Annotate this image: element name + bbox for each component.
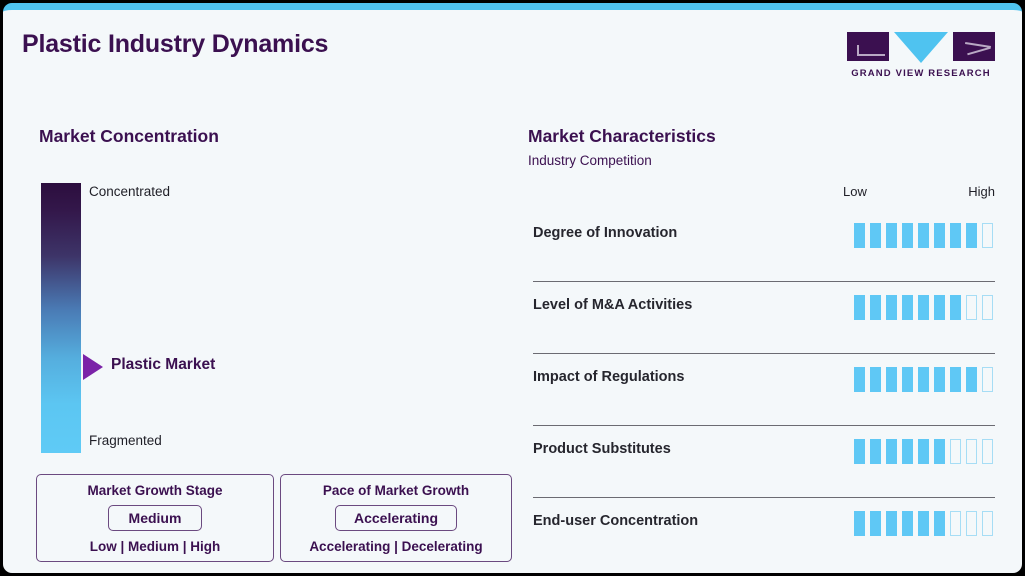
scale-low-label: Low (843, 184, 867, 199)
scale-labels: Low High (843, 184, 995, 199)
rating-tick-filled (918, 511, 929, 536)
grand-view-g-block-icon (847, 32, 889, 61)
dashboard-card: Plastic Industry Dynamics GRAND VIEW RES… (3, 3, 1022, 573)
characteristic-rating-bars (854, 223, 993, 248)
rating-tick-filled (854, 223, 865, 248)
rating-tick-empty (982, 295, 993, 320)
rating-tick-empty (982, 367, 993, 392)
characteristic-row: Product Substitutes (533, 426, 995, 498)
characteristic-label: Product Substitutes (533, 441, 671, 457)
rating-tick-filled (870, 223, 881, 248)
market-concentration-title: Market Concentration (39, 126, 219, 146)
grand-view-research-logo: GRAND VIEW RESEARCH (847, 32, 995, 79)
plastic-market-marker-icon (83, 353, 103, 380)
rating-tick-filled (886, 439, 897, 464)
rating-tick-filled (902, 295, 913, 320)
characteristic-label: Degree of Innovation (533, 225, 678, 241)
characteristic-row: Impact of Regulations (533, 354, 995, 426)
characteristic-rating-bars (854, 367, 993, 392)
rating-tick-filled (950, 295, 961, 320)
rating-tick-empty (950, 439, 961, 464)
rating-tick-empty (966, 511, 977, 536)
rating-tick-filled (934, 439, 945, 464)
rating-tick-filled (870, 367, 881, 392)
scale-high-label: High (968, 184, 995, 199)
rating-tick-empty (982, 439, 993, 464)
concentration-top-label: Concentrated (89, 184, 171, 199)
rating-tick-filled (902, 511, 913, 536)
logo-marks (847, 32, 995, 64)
rating-tick-filled (950, 223, 961, 248)
characteristic-label: Level of M&A Activities (533, 297, 693, 313)
concentration-bottom-label: Fragmented (89, 433, 162, 448)
concentration-gradient-bar (41, 183, 81, 453)
rating-tick-empty (966, 439, 977, 464)
rating-tick-filled (934, 367, 945, 392)
rating-tick-filled (918, 367, 929, 392)
r-slash (963, 41, 993, 56)
rating-tick-empty (982, 223, 993, 248)
rating-tick-filled (886, 223, 897, 248)
pace-of-market-growth-heading: Pace of Market Growth (322, 483, 470, 498)
rating-tick-empty (950, 511, 961, 536)
rating-tick-filled (918, 295, 929, 320)
market-growth-stage-heading: Market Growth Stage (87, 483, 223, 498)
plastic-market-marker-label: Plastic Market (111, 355, 216, 373)
rating-tick-filled (934, 511, 945, 536)
rating-tick-filled (966, 223, 977, 248)
g-notch (857, 45, 885, 56)
rating-tick-filled (950, 367, 961, 392)
rating-tick-filled (902, 367, 913, 392)
logo-wordmark: GRAND VIEW RESEARCH (851, 68, 991, 79)
rating-tick-filled (918, 223, 929, 248)
rating-tick-filled (870, 295, 881, 320)
market-characteristics-title: Market Characteristics (528, 126, 716, 146)
characteristic-row: Degree of Innovation (533, 210, 995, 282)
characteristic-row: End-user Concentration (533, 498, 995, 570)
characteristic-row: Level of M&A Activities (533, 282, 995, 354)
rating-tick-empty (982, 511, 993, 536)
characteristic-rating-bars (854, 511, 993, 536)
rating-tick-filled (902, 439, 913, 464)
rating-tick-filled (870, 511, 881, 536)
rating-tick-filled (934, 295, 945, 320)
characteristic-rating-bars (854, 295, 993, 320)
market-characteristics-subtitle: Industry Competition (528, 153, 652, 168)
pace-of-market-growth-value: Accelerating (334, 505, 458, 531)
characteristics-rows: Degree of Innovation Level of M&A Activit… (533, 210, 995, 570)
grand-view-triangle-icon (894, 32, 948, 63)
rating-tick-filled (902, 223, 913, 248)
rating-tick-filled (934, 223, 945, 248)
rating-tick-filled (966, 367, 977, 392)
rating-tick-filled (918, 439, 929, 464)
pace-of-market-growth-options: Accelerating | Decelerating (309, 539, 483, 554)
characteristic-label: End-user Concentration (533, 513, 699, 529)
characteristic-rating-bars (854, 439, 993, 464)
market-growth-stage-options: Low | Medium | High (89, 539, 221, 554)
rating-tick-filled (870, 439, 881, 464)
market-growth-stage-value: Medium (108, 505, 202, 531)
page-title: Plastic Industry Dynamics (22, 30, 329, 58)
characteristic-label: Impact of Regulations (533, 369, 685, 385)
pace-of-market-growth-box: Pace of Market Growth Accelerating Accel… (280, 474, 512, 562)
rating-tick-filled (854, 439, 865, 464)
rating-tick-filled (886, 295, 897, 320)
grand-view-r-block-icon (953, 32, 995, 61)
rating-tick-filled (886, 367, 897, 392)
rating-tick-filled (854, 511, 865, 536)
market-growth-stage-box: Market Growth Stage Medium Low | Medium … (36, 474, 274, 562)
rating-tick-filled (854, 367, 865, 392)
rating-tick-empty (966, 295, 977, 320)
rating-tick-filled (854, 295, 865, 320)
rating-tick-filled (886, 511, 897, 536)
